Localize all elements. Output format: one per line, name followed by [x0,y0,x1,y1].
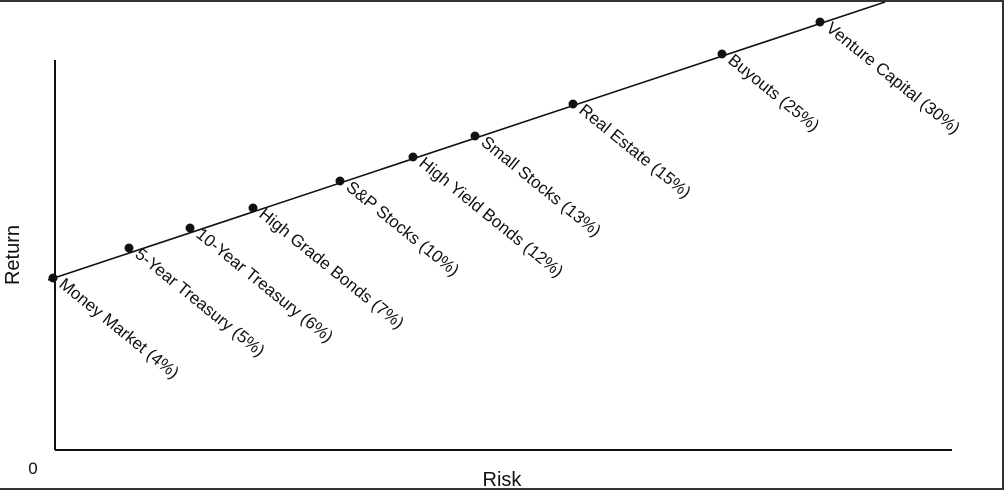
point-dot [48,273,58,283]
point-dot [815,17,825,27]
point-dot [568,99,578,109]
point-dot [185,223,195,233]
point-dot [335,176,345,186]
point-dot [124,243,134,253]
x-axis-label: Risk [483,469,523,490]
risk-return-line [47,1,886,281]
point-dot [717,49,727,59]
origin-label: 0 [28,459,37,478]
point-dot [248,203,258,213]
y-axis-label: Return [2,225,24,285]
point-dot [470,131,480,141]
point-dot [408,152,418,162]
